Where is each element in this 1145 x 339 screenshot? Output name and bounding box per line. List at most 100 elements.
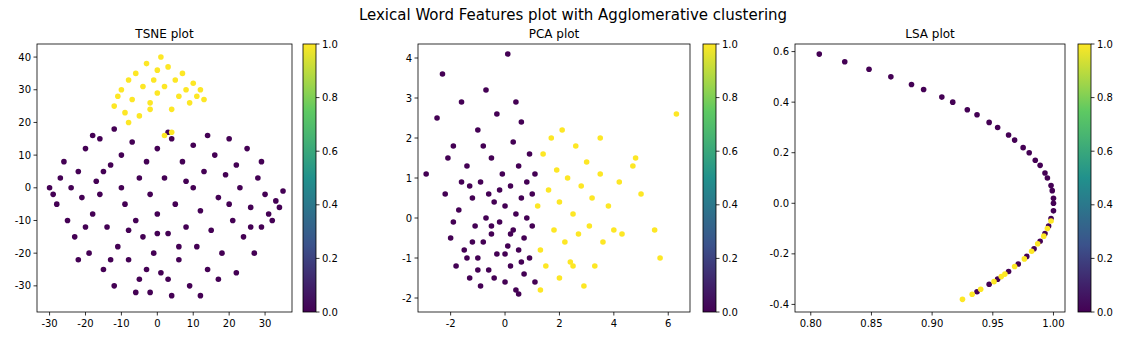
point [187, 100, 193, 106]
point [183, 224, 189, 230]
point [581, 283, 587, 289]
point [176, 244, 182, 250]
y-tick [34, 253, 38, 254]
point [165, 64, 171, 70]
x-tick-label: 2 [556, 318, 562, 329]
point [58, 175, 64, 181]
point [616, 179, 622, 185]
point [489, 155, 495, 161]
point [554, 167, 560, 173]
point [216, 277, 222, 283]
point [97, 192, 103, 198]
point [998, 274, 1004, 280]
point [230, 218, 236, 224]
point [508, 183, 514, 189]
x-tick [505, 312, 506, 316]
point [155, 90, 161, 96]
point [434, 115, 440, 121]
point [137, 277, 143, 283]
colorbar-tick [716, 44, 720, 45]
point [226, 136, 232, 142]
colorbar-tick-label: 0.8 [1097, 92, 1113, 103]
point [198, 208, 204, 214]
point [101, 267, 107, 273]
point [151, 77, 157, 83]
point [158, 54, 164, 60]
point [529, 191, 535, 197]
point [61, 159, 67, 165]
point [169, 293, 175, 299]
point [180, 159, 186, 165]
point [180, 71, 186, 77]
y-tick-label: 0 [406, 213, 412, 224]
colorbar-tick-label: 0.6 [722, 146, 738, 157]
point [234, 162, 240, 168]
point [93, 178, 99, 184]
point [483, 87, 489, 93]
point [248, 205, 254, 211]
point [888, 74, 894, 80]
point [557, 199, 563, 205]
point [147, 100, 153, 106]
point [155, 146, 161, 152]
colorbar-tick-label: 0.4 [322, 199, 338, 210]
point [842, 59, 848, 65]
point [155, 231, 161, 237]
point [502, 203, 508, 209]
point [445, 155, 451, 161]
subplot-title: PCA plot [529, 27, 580, 41]
x-tick-label: -10 [113, 318, 129, 329]
y-tick [34, 89, 38, 90]
y-tick-label: 1 [406, 173, 412, 184]
subplot-title: LSA plot [905, 27, 955, 41]
point [165, 277, 171, 283]
point [162, 133, 168, 139]
colorbar-tick [316, 204, 320, 205]
y-tick-label: 3 [406, 93, 412, 104]
point [133, 290, 139, 296]
point [147, 290, 153, 296]
axes-frame [418, 44, 690, 312]
point [208, 227, 214, 233]
point [147, 192, 153, 198]
x-tick [871, 312, 872, 316]
point [440, 71, 446, 77]
point [119, 185, 125, 191]
x-tick [193, 312, 194, 316]
x-tick [49, 312, 50, 316]
point [597, 135, 603, 141]
point [79, 195, 85, 201]
point [144, 267, 150, 273]
colorbar-tick [716, 97, 720, 98]
point [1048, 218, 1054, 224]
point [540, 151, 546, 157]
point [126, 227, 132, 233]
point [190, 80, 196, 86]
point [600, 239, 606, 245]
y-tick-label: 2 [406, 133, 412, 144]
point [576, 231, 582, 237]
point [155, 211, 161, 217]
point [65, 218, 71, 224]
y-tick [415, 178, 419, 179]
point [451, 143, 457, 149]
point [198, 293, 204, 299]
point [90, 133, 96, 139]
point [244, 146, 250, 152]
point [464, 255, 470, 261]
point [978, 286, 984, 292]
points [423, 51, 679, 297]
point [587, 223, 593, 229]
point [483, 215, 489, 221]
point [126, 77, 132, 83]
point [122, 201, 128, 207]
point [516, 163, 522, 169]
point [241, 234, 247, 240]
point [521, 271, 527, 277]
point [494, 251, 500, 257]
points [816, 51, 1056, 302]
point [266, 211, 272, 217]
point [162, 84, 168, 90]
point [212, 152, 218, 158]
point [1051, 208, 1057, 214]
